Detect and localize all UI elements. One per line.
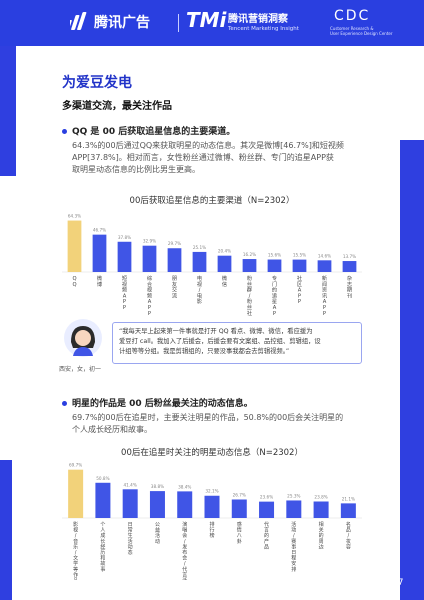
bullet-dot-icon xyxy=(62,129,67,134)
chart-category-label: 影视/音乐/文学等作品 xyxy=(73,521,78,580)
header-bar: 腾讯广告 TMi 腾讯营销洞察 Tencent Marketing Insigh… xyxy=(0,0,424,46)
chart-data-label: 25.1% xyxy=(193,245,206,250)
chart-bar xyxy=(68,469,84,518)
point2-paragraph: 69.7%的00后在追星时，主要关注明星的作品，50.8%的00后会关注明星的 … xyxy=(72,413,344,434)
chart-data-label: 37.8% xyxy=(118,235,131,240)
chart-bar xyxy=(149,491,165,518)
chart-category-label: 感情八卦 xyxy=(237,521,242,545)
chart-bar xyxy=(67,220,82,272)
chart-category-label: 个人成长经历和故事 xyxy=(100,522,105,573)
chart-data-label: 23.8% xyxy=(314,494,327,499)
section-title: 为爱豆发电 xyxy=(62,75,132,91)
chart-bar xyxy=(267,259,282,272)
point1-paragraph: 64.3%的00后通过QQ来获取明星的动态信息。其次是微博[46.7%]和短视频… xyxy=(72,141,344,174)
cdc-logo: CDC Customer Research & User Experience … xyxy=(330,8,400,38)
chart-category-label: 相关的周边 xyxy=(319,521,324,550)
chart-category-label: 排行榜 xyxy=(209,521,214,539)
chart-bar xyxy=(286,500,302,518)
tencent-ads-logo-icon xyxy=(70,12,87,30)
chart-category-label: 杂志期刊 xyxy=(347,275,352,299)
chart1: 64.3% Q Q 46.7% 微博 37.8% 短视频 A P P 32.9% 综合视频 A P P 29.… xyxy=(62,214,362,316)
chart-data-label: 69.7% xyxy=(69,463,82,468)
chart-data-label: 13.7% xyxy=(343,254,356,259)
chart-data-label: 15.6% xyxy=(268,253,281,258)
chart-category-label: 公益活动 xyxy=(155,522,160,545)
chart-category-label: 演唱会/发布会/代言活动 xyxy=(182,521,187,580)
brand-tencent-ads: 腾讯广告 xyxy=(94,15,150,31)
brand-tmi-name: 腾讯营销洞察 xyxy=(228,14,288,25)
page-number: 37 xyxy=(392,578,404,588)
chart-data-label: 46.7% xyxy=(93,228,106,233)
chart-data-label: 15.5% xyxy=(293,253,306,258)
right-decor-stripe xyxy=(400,140,424,600)
bullet-dot-icon xyxy=(62,401,67,406)
chart-data-label: 16.2% xyxy=(243,252,256,257)
chart-data-label: 32.1% xyxy=(205,489,218,494)
section-subtitle: 多渠道交流，最关注作品 xyxy=(62,101,172,112)
chart-bar xyxy=(92,234,107,272)
chart-data-label: 23.6% xyxy=(260,495,273,500)
chart-bar xyxy=(122,489,138,518)
chart-category-label: 电视/电影 xyxy=(197,274,202,305)
point1-heading: QQ 是 00 后获取追星信息的主要渠道。 xyxy=(62,124,235,137)
chart-bar xyxy=(242,259,257,272)
quote-caption: 西安，女，初一 xyxy=(59,366,102,373)
chart1-title: 00后获取追星信息的主要渠道（N=2302） xyxy=(129,196,295,206)
chart-bar xyxy=(342,261,357,272)
chart-category-label: 微信 xyxy=(222,274,228,288)
chart-data-label: 29.7% xyxy=(168,241,181,246)
chart-bar xyxy=(231,499,247,518)
left-decor-stripe-bottom xyxy=(0,460,12,600)
chart-category-label: 新闻资讯 A P P xyxy=(322,274,328,316)
chart-bar xyxy=(217,255,232,272)
brand-tmi-sub: Tencent Marketing Insight xyxy=(228,26,299,32)
chart-data-label: 14.6% xyxy=(318,253,331,258)
cdc-logo-sub2: User Experience Design Center xyxy=(330,31,393,36)
chart-data-label: 38.8% xyxy=(151,484,164,489)
chart-data-label: 50.8% xyxy=(96,476,109,481)
chart-data-label: 25.3% xyxy=(287,493,300,498)
chart-data-label: 64.3% xyxy=(68,214,81,219)
chart-bar xyxy=(167,248,182,272)
cdc-logo-mark: CDC xyxy=(334,8,371,24)
chart-bar xyxy=(177,491,193,518)
chart-category-label: 综合视频 A P P xyxy=(147,274,153,316)
chart-data-label: 21.1% xyxy=(342,496,355,501)
chart2-title: 00后在追星时关注的明星动态信息（N=2302） xyxy=(121,448,303,458)
chart-data-label: 38.4% xyxy=(178,484,191,489)
chart-data-label: 32.9% xyxy=(143,239,156,244)
chart-data-label: 20.4% xyxy=(218,249,231,254)
avatar-girl-icon xyxy=(64,319,102,357)
chart2: 69.7% 影视/音乐/文学等作品 50.8% 个人成长经历和故事 41.4% 日常生活动… xyxy=(62,463,362,580)
chart-category-label: 社区 A P P xyxy=(297,274,302,305)
chart-data-label: 41.4% xyxy=(124,482,137,487)
chart-bar xyxy=(317,260,332,272)
chart-bar xyxy=(292,259,307,272)
chart-category-label: 粉丝群/粉丝社区 xyxy=(247,274,253,316)
chart-category-label: 活动/赛事日程安排 xyxy=(291,521,296,573)
chart-category-label: 微博 xyxy=(97,274,103,288)
brand-tmi-mark: TMi xyxy=(186,8,227,32)
chart-category-label: 代言的产品 xyxy=(264,521,269,550)
left-decor-stripe xyxy=(0,46,16,176)
quote-box: “我每天早上起来第一件事就是打开 QQ 看点、微博、微信，看应援为 爱豆打 ca… xyxy=(112,322,362,364)
chart-bar xyxy=(313,501,329,518)
chart-bar xyxy=(95,482,111,518)
cdc-logo-sub1: Customer Research & xyxy=(330,26,374,31)
chart-category-label: 名品/妆容 xyxy=(346,521,351,550)
chart-bar xyxy=(192,251,207,272)
chart-bar xyxy=(340,503,356,518)
chart-bar xyxy=(117,241,132,272)
header-divider xyxy=(178,14,179,32)
chart-category-label: 专门的追星APP/网站 xyxy=(272,274,278,316)
chart-bar xyxy=(259,501,275,518)
chart-bar xyxy=(204,495,220,518)
chart-category-label: 短视频 A P P xyxy=(122,274,128,311)
chart-category-label: 日常生活动态 xyxy=(128,522,133,556)
chart-bar xyxy=(142,245,157,272)
point2-heading: 明星的作品是 00 后粉丝最关注的动态信息。 xyxy=(62,396,253,409)
chart-category-label: 朋友交流 xyxy=(172,275,177,299)
chart-data-label: 26.7% xyxy=(233,492,246,497)
